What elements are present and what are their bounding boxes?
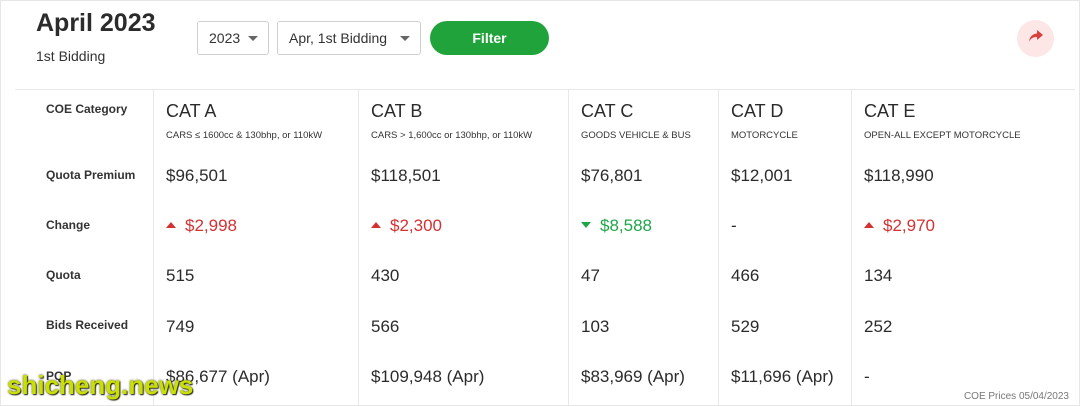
category-name: CAT E bbox=[864, 101, 916, 121]
chevron-down-icon bbox=[248, 36, 258, 41]
change-value: $8,588 bbox=[581, 216, 652, 236]
arrow-up-icon bbox=[864, 222, 874, 228]
quota-premium: $118,501 bbox=[371, 166, 441, 185]
page-title: April 2023 bbox=[36, 9, 156, 37]
arrow-up-icon bbox=[371, 222, 381, 228]
bids-value: 529 bbox=[731, 317, 760, 336]
change-value: $2,970 bbox=[864, 216, 935, 236]
category-desc: CARS ≤ 1600cc & 130bhp, or 110kW bbox=[166, 130, 323, 141]
quota-premium: $118,990 bbox=[864, 166, 934, 185]
pqp-value: $109,948 (Apr) bbox=[371, 367, 485, 386]
chevron-down-icon bbox=[400, 36, 410, 41]
quota-value: 466 bbox=[731, 266, 760, 285]
category-name: CAT C bbox=[581, 101, 634, 121]
share-button[interactable] bbox=[1017, 20, 1054, 57]
label-bids: Bids Received bbox=[46, 318, 129, 332]
quota-premium: $96,501 bbox=[166, 166, 228, 185]
change-value: $2,300 bbox=[371, 216, 442, 236]
bids-value: 103 bbox=[581, 317, 610, 336]
category-name: CAT A bbox=[166, 101, 217, 121]
category-desc: OPEN-ALL EXCEPT MOTORCYCLE bbox=[864, 130, 1021, 141]
label-pqp: PQP bbox=[46, 369, 72, 383]
category-desc: MOTORCYCLE bbox=[731, 130, 798, 141]
pqp-value: $11,696 (Apr) bbox=[731, 367, 834, 386]
quota-value: 430 bbox=[371, 266, 400, 285]
bids-value: 252 bbox=[864, 317, 893, 336]
category-name: CAT D bbox=[731, 101, 784, 121]
change-value: $2,998 bbox=[166, 216, 237, 236]
bidding-select-value: Apr, 1st Bidding bbox=[289, 30, 388, 46]
pqp-value: - bbox=[864, 367, 870, 386]
cat-a-column: CAT A CARS ≤ 1600cc & 130bhp, or 110kW $… bbox=[154, 90, 359, 406]
category-desc: GOODS VEHICLE & BUS bbox=[581, 130, 691, 141]
quota-premium: $76,801 bbox=[581, 166, 643, 185]
cat-b-column: CAT B CARS > 1,600cc or 130bhp, or 110kW… bbox=[359, 90, 569, 406]
arrow-up-icon bbox=[166, 222, 176, 228]
quota-value: 515 bbox=[166, 266, 195, 285]
share-arrow-icon bbox=[1028, 29, 1044, 48]
bids-value: 566 bbox=[371, 317, 400, 336]
pqp-value: $86,677 (Apr) bbox=[166, 367, 270, 386]
watermark: shicheng.news bbox=[7, 370, 194, 400]
quota-premium: $12,001 bbox=[731, 166, 793, 185]
label-premium: Quota Premium bbox=[46, 168, 136, 182]
cat-e-column: CAT E OPEN-ALL EXCEPT MOTORCYCLE $118,99… bbox=[852, 90, 1075, 406]
year-select-value: 2023 bbox=[209, 30, 241, 46]
bids-value: 749 bbox=[166, 317, 195, 336]
filter-button[interactable]: Filter bbox=[430, 21, 549, 55]
cat-d-column: CAT D MOTORCYCLE $12,001 - 466 529 $11,6… bbox=[719, 90, 852, 406]
label-change: Change bbox=[46, 218, 91, 232]
category-name: CAT B bbox=[371, 101, 423, 121]
header-divider bbox=[15, 89, 1075, 90]
bidding-select[interactable]: Apr, 1st Bidding bbox=[277, 21, 421, 55]
page-subtitle: 1st Bidding bbox=[36, 48, 106, 64]
year-select[interactable]: 2023 bbox=[197, 21, 269, 55]
price-date-footnote: COE Prices 05/04/2023 bbox=[963, 391, 1069, 402]
arrow-down-icon bbox=[581, 222, 591, 228]
pqp-value: $83,969 (Apr) bbox=[581, 367, 685, 386]
coe-table: COE Category Quota Premium Change Quota … bbox=[15, 90, 1075, 406]
change-value: - bbox=[731, 216, 737, 235]
quota-value: 134 bbox=[864, 266, 893, 285]
row-labels-column: COE Category Quota Premium Change Quota … bbox=[15, 90, 154, 406]
label-quota: Quota bbox=[46, 268, 81, 282]
quota-value: 47 bbox=[581, 266, 600, 285]
label-category: COE Category bbox=[46, 102, 128, 116]
cat-c-column: CAT C GOODS VEHICLE & BUS $76,801 $8,588… bbox=[569, 90, 719, 406]
category-desc: CARS > 1,600cc or 130bhp, or 110kW bbox=[371, 130, 533, 141]
